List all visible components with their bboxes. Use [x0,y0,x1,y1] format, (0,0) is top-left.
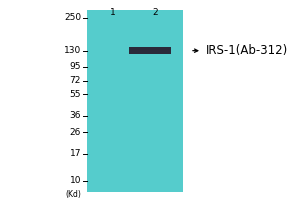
Text: (Kd): (Kd) [65,190,81,199]
Text: 250: 250 [64,13,81,22]
Text: 26: 26 [70,128,81,137]
Bar [87,10,183,192]
Text: 1: 1 [110,8,116,17]
Text: 55: 55 [70,90,81,99]
Text: 130: 130 [64,46,81,55]
Bar [129,47,171,54]
Text: IRS-1(Ab-312): IRS-1(Ab-312) [206,44,288,57]
Text: 10: 10 [70,176,81,185]
Text: 72: 72 [70,76,81,85]
Text: 17: 17 [70,149,81,158]
Text: 2: 2 [152,8,158,17]
Text: 36: 36 [70,111,81,120]
Text: 95: 95 [70,62,81,71]
